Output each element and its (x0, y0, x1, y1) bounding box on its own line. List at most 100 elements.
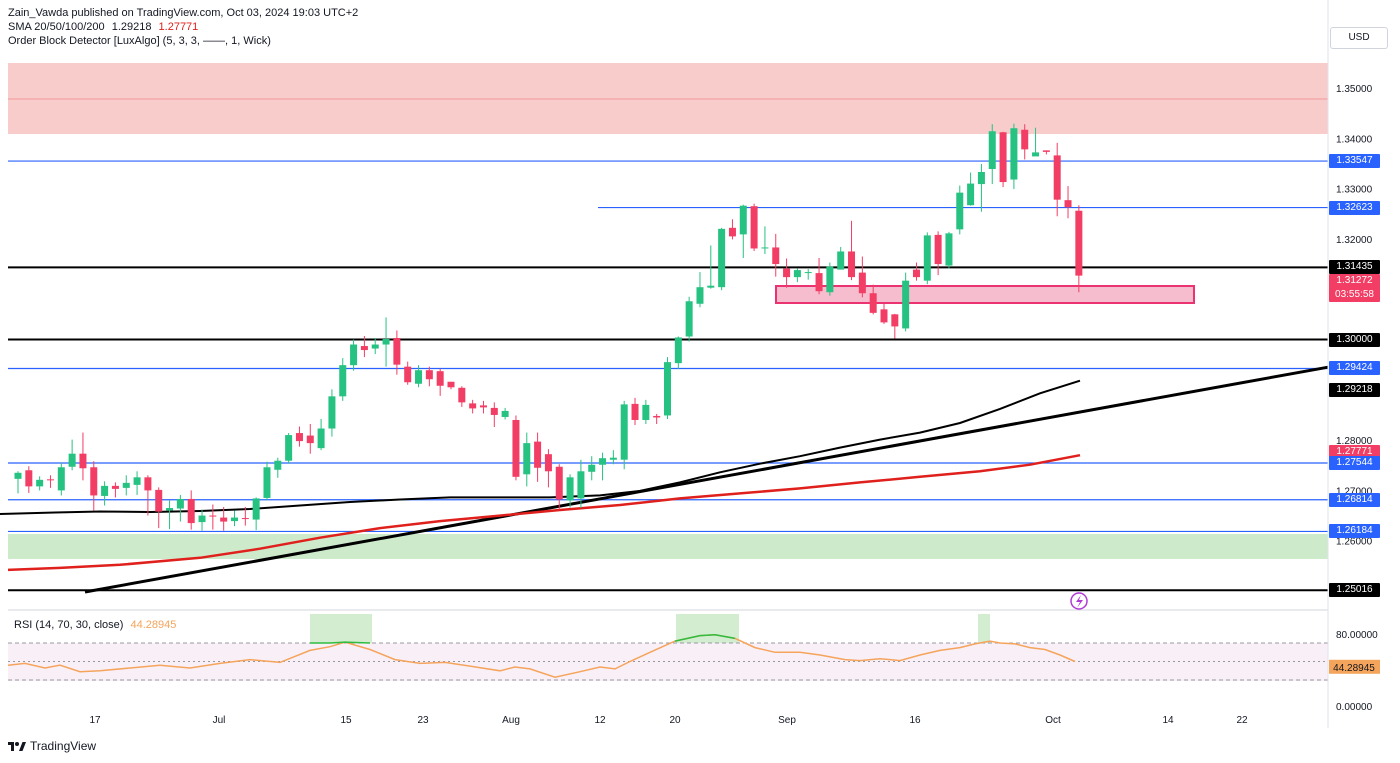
candle (620, 400, 628, 470)
candle (902, 272, 910, 332)
candle-body (512, 419, 520, 477)
candle (674, 336, 682, 370)
flash-icon[interactable] (1070, 592, 1088, 610)
countdown-label: 03:55:58 (1335, 289, 1374, 300)
order-block-legend[interactable]: Order Block Detector [LuxAlgo] (5, 3, 3,… (8, 35, 271, 47)
candle (653, 413, 661, 425)
candle-body (490, 407, 498, 415)
rsi-overbought-zone (978, 614, 990, 643)
demand-zone (8, 534, 1328, 559)
candle (707, 245, 715, 289)
candle-body (934, 234, 942, 265)
time-tick-label: 17 (89, 715, 101, 726)
candle (111, 482, 119, 498)
candle-body (155, 489, 163, 512)
order-block-zone[interactable] (775, 285, 1195, 304)
candle-body (425, 370, 433, 380)
candle (46, 475, 54, 488)
rsi-value-text: 44.28945 (1333, 663, 1375, 674)
candle-body (891, 314, 899, 327)
sma-value-black: 1.29218 (111, 21, 152, 33)
candle (350, 339, 358, 371)
candle-body (534, 441, 542, 468)
candle-body (241, 518, 249, 520)
candle-body (783, 268, 791, 278)
candle (761, 226, 769, 254)
candle-body (317, 428, 325, 449)
candle (1032, 127, 1040, 157)
candle-body (79, 453, 87, 469)
price-label: 1.31272 03:55:58 (1329, 274, 1380, 302)
candle (436, 368, 444, 396)
candle-body (447, 381, 455, 388)
candle-body (880, 309, 888, 323)
price-axis: 1.35000 1.34000 1.33000 1.32000 1.28000 1.270… (1336, 84, 1373, 548)
candle-body (339, 365, 347, 397)
candle-body (263, 467, 271, 498)
rsi-overbought-lines (310, 633, 736, 644)
price-tick-label: 1.32000 (1336, 235, 1373, 246)
candle (815, 258, 823, 295)
rsi-label-text: RSI (14, 70, 30, close) (14, 619, 124, 631)
footer-brand[interactable]: TradingView (8, 739, 96, 753)
candle-body (166, 508, 174, 511)
time-tick-label: Sep (778, 715, 796, 726)
candle-body (393, 337, 401, 365)
time-tick-label: 12 (594, 715, 606, 726)
candle-body (371, 344, 379, 349)
candle (339, 358, 347, 401)
candle-body (750, 206, 758, 249)
candle (772, 233, 780, 277)
rsi-overbought-line (674, 633, 736, 642)
candle (231, 510, 238, 527)
candle (555, 464, 563, 510)
time-tick-label: 14 (1162, 715, 1174, 726)
candle-body (858, 272, 866, 294)
candle-body (999, 132, 1007, 183)
candle-body (912, 269, 920, 278)
candle (512, 415, 520, 481)
price-label: 1.25016 (1329, 583, 1380, 598)
price-tick-label: 1.27000 (1336, 486, 1373, 497)
candle-body (848, 251, 856, 278)
candle (79, 432, 87, 481)
candle-body (1032, 152, 1040, 157)
candle-body (956, 192, 964, 230)
candle-body (988, 131, 996, 169)
candle-body (1010, 128, 1018, 180)
candle (14, 471, 22, 494)
candle-body (1021, 129, 1029, 150)
candle-body (902, 280, 910, 329)
candle (891, 313, 899, 339)
candle-body (404, 366, 412, 383)
candle-body (739, 205, 747, 235)
candle-body (306, 435, 314, 444)
candle-body (328, 396, 336, 429)
candle-body (220, 517, 228, 522)
time-tick-label: 22 (1236, 715, 1248, 726)
trendline[interactable] (84, 365, 1329, 594)
candle-body (869, 293, 877, 313)
candle-body (620, 404, 628, 460)
candle (696, 272, 704, 308)
candle (101, 481, 109, 506)
candle (285, 433, 293, 464)
rsi-legend[interactable]: RSI (14, 70, 30, close) 44.28945 (14, 619, 176, 631)
candle-body (685, 301, 693, 337)
candle (967, 172, 975, 206)
candle (858, 256, 866, 298)
candle (425, 366, 433, 387)
candle (382, 317, 390, 367)
currency-button[interactable]: USD (1330, 27, 1388, 49)
candle (252, 497, 260, 531)
candle (1021, 124, 1029, 160)
candle (263, 461, 271, 501)
sma-value-red: 1.27771 (158, 21, 199, 33)
candle-body (25, 470, 33, 487)
candle (977, 163, 985, 212)
candle-body (458, 387, 466, 403)
sma-label: SMA 20/50/100/200 (8, 21, 105, 33)
sma-legend[interactable]: SMA 20/50/100/200 1.29218 1.27771 (8, 20, 358, 34)
price-tick-label: 1.34000 (1336, 134, 1373, 145)
